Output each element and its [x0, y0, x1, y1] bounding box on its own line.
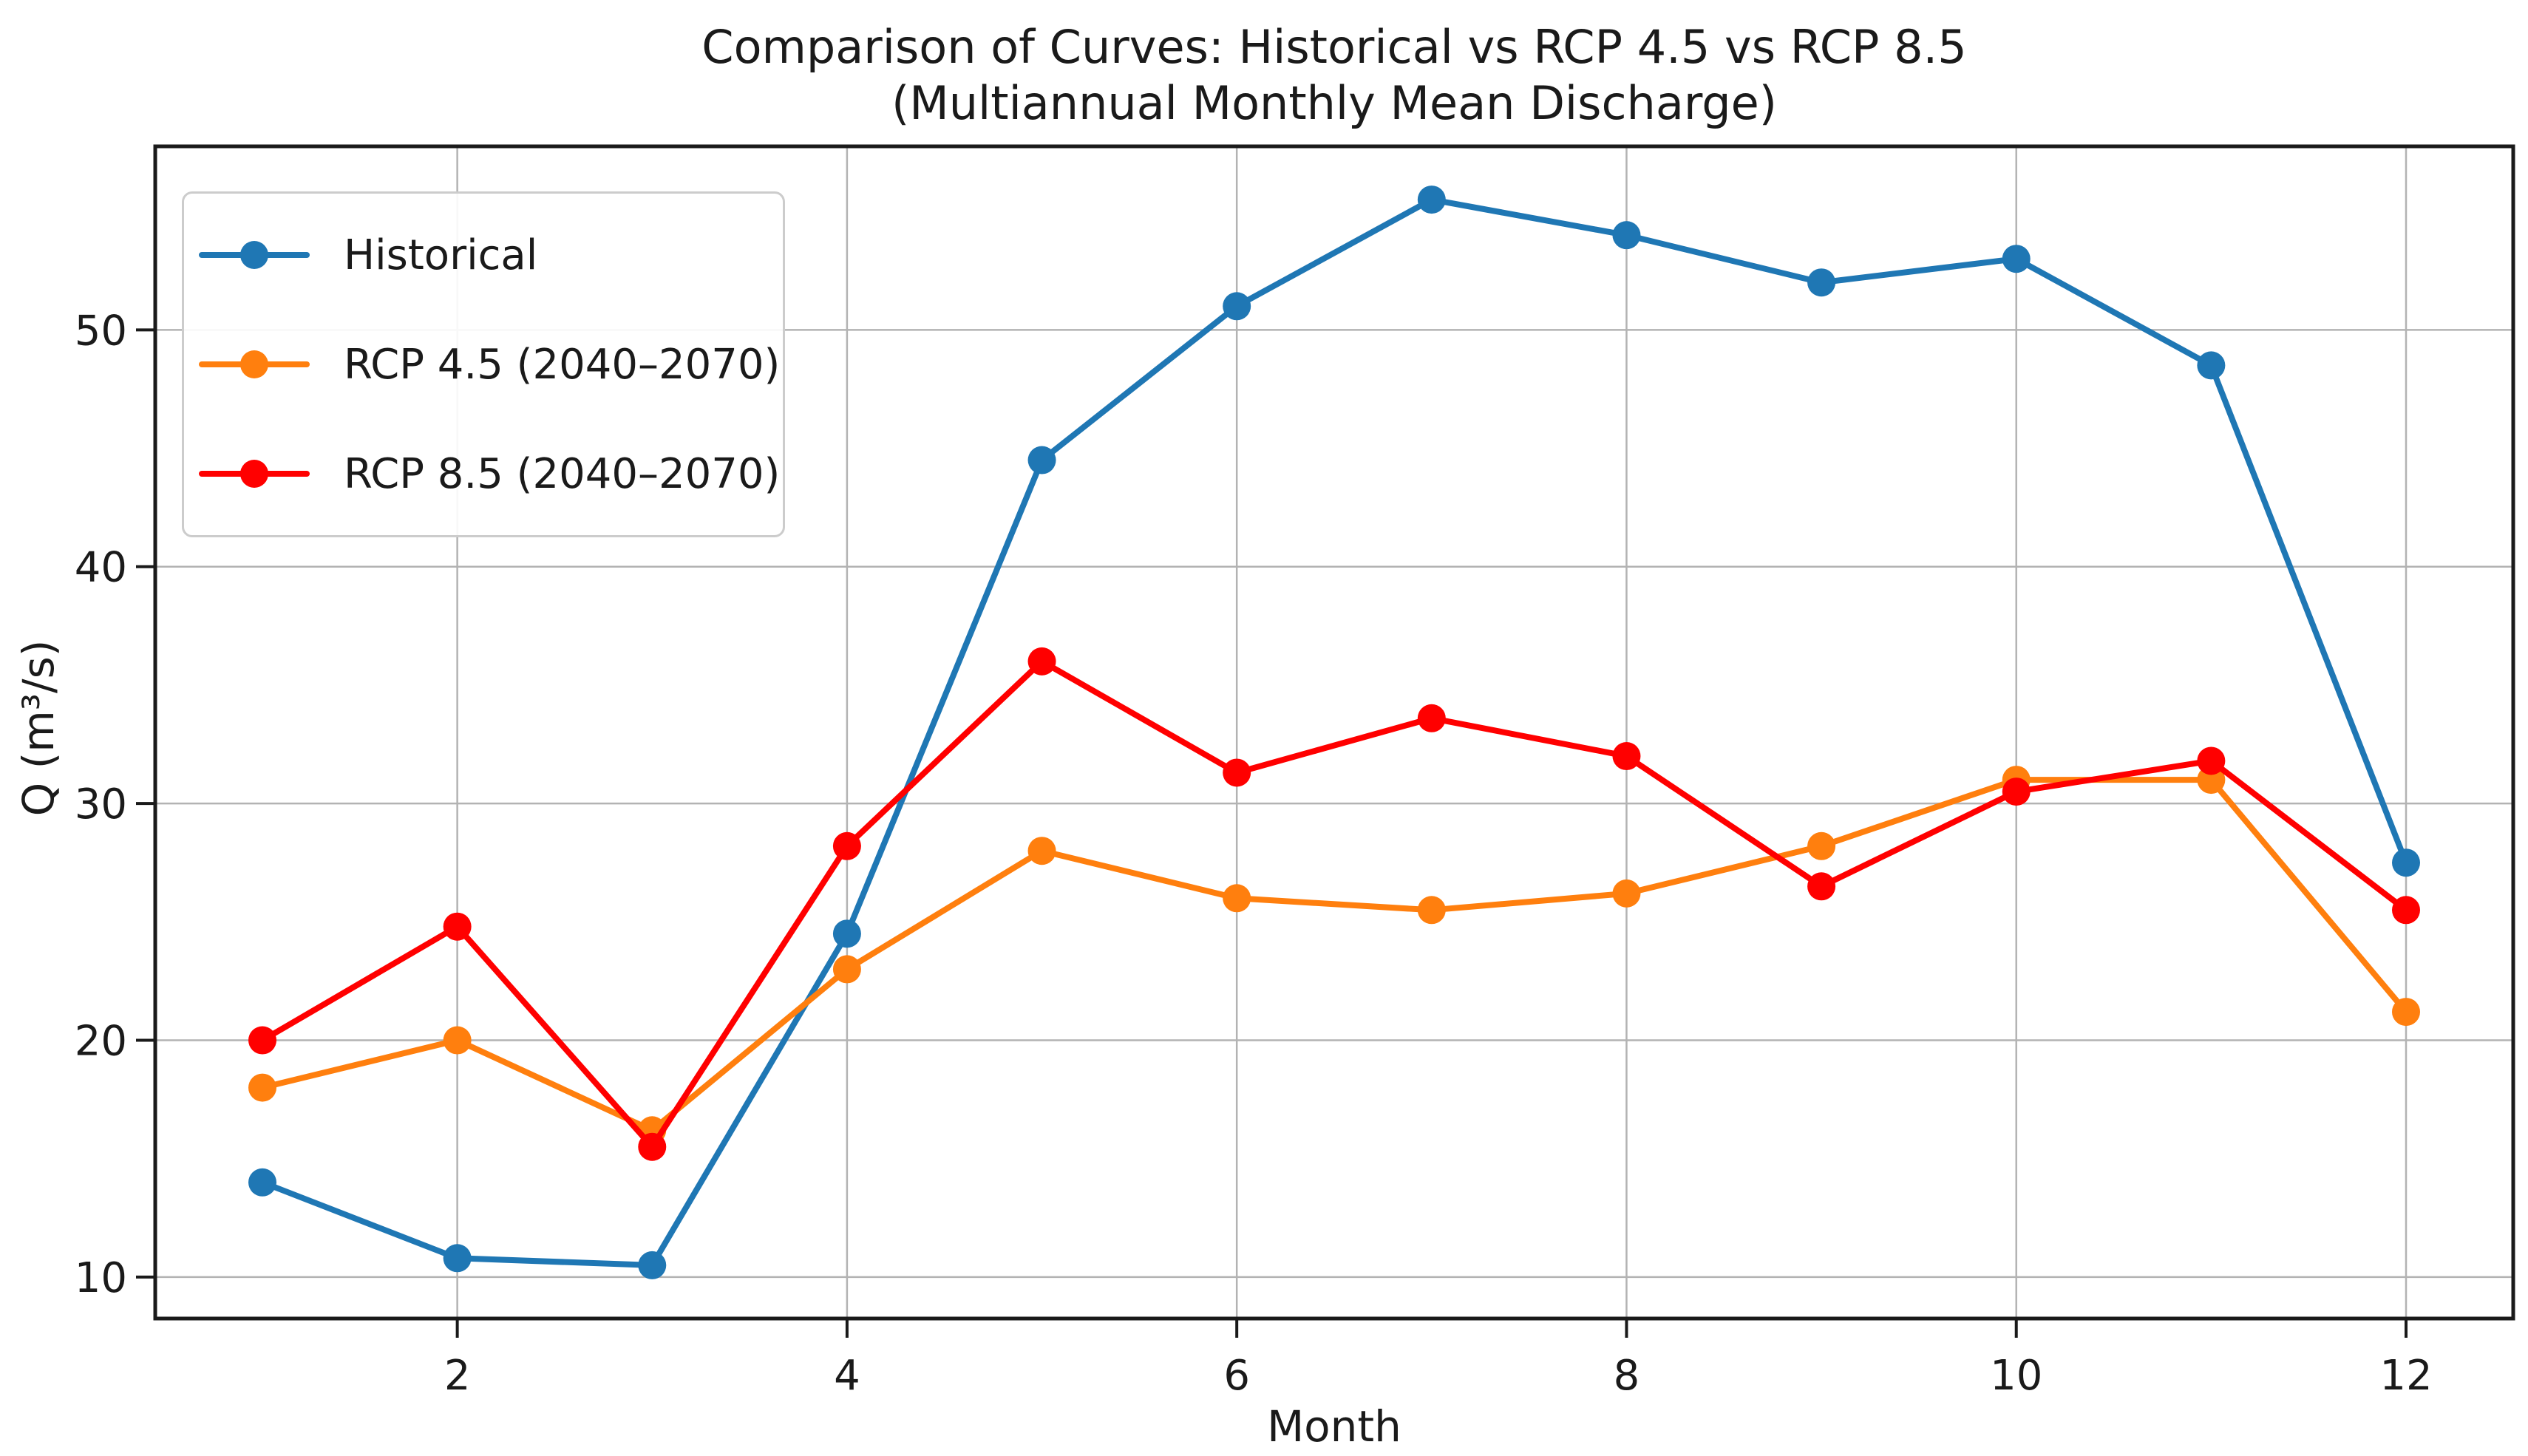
data-point [443, 1026, 472, 1055]
data-point [248, 1073, 276, 1102]
data-point [2392, 848, 2420, 877]
legend-line-marker-icon [199, 350, 310, 378]
data-point [2197, 351, 2226, 380]
x-tick-label: 2 [444, 1352, 471, 1400]
data-point [1612, 879, 1641, 908]
legend-item: RCP 8.5 (2040–2070) [199, 419, 780, 528]
legend-marker [240, 241, 268, 269]
data-point [1807, 268, 1836, 297]
data-point [1027, 837, 1056, 865]
data-point [1223, 292, 1251, 321]
series-line [259, 197, 2409, 1268]
chart-title-line1: Comparison of Curves: Historical vs RCP … [701, 20, 1967, 74]
data-point [832, 831, 861, 860]
data-point [832, 919, 861, 948]
y-axis-title: Q (m³/s) [13, 639, 64, 817]
x-tick-label: 12 [2379, 1352, 2432, 1400]
legend-marker [240, 350, 268, 378]
data-point [832, 955, 861, 984]
data-point [1612, 221, 1641, 250]
data-point [1807, 831, 1836, 860]
data-point [443, 1244, 472, 1273]
x-axis-title: Month [1267, 1401, 1401, 1452]
legend-line-marker-icon [199, 241, 310, 269]
legend-item: Historical [199, 200, 768, 310]
legend-item: RCP 4.5 (2040–2070) [199, 310, 780, 419]
series-rcp-8.5-2040-2070- [248, 647, 2420, 1161]
data-point [1027, 446, 1056, 474]
y-tick-label: 50 [75, 307, 127, 355]
y-tick-label: 40 [75, 544, 127, 592]
data-point [2002, 778, 2031, 806]
legend: Historical RCP 4.5 (2040–2070) RCP 8.5 (20… [182, 191, 785, 537]
x-tick-label: 4 [834, 1352, 860, 1400]
y-tick-label: 30 [75, 780, 127, 829]
data-point [1223, 758, 1251, 787]
plot-border [153, 144, 2515, 1321]
chart-title: Comparison of Curves: Historical vs RCP … [155, 19, 2513, 131]
data-point [1223, 884, 1251, 913]
y-tick-label: 20 [75, 1018, 127, 1066]
x-tick-label: 10 [1990, 1352, 2042, 1400]
legend-label: RCP 8.5 (2040–2070) [344, 449, 781, 498]
data-point [443, 912, 472, 941]
data-point [2392, 896, 2420, 925]
data-point [2002, 245, 2031, 273]
x-tick-label: 6 [1223, 1352, 1250, 1400]
series-line [259, 777, 2409, 1134]
data-point [638, 1251, 667, 1279]
data-point [1417, 704, 1446, 732]
series-historical [248, 186, 2420, 1279]
data-point [1417, 896, 1446, 925]
legend-line-marker-icon [199, 460, 310, 488]
data-point [1807, 872, 1836, 901]
data-point [1417, 186, 1446, 214]
data-point [638, 1132, 667, 1161]
series-line [259, 658, 2409, 1150]
y-tick-label: 10 [75, 1254, 127, 1302]
chart-title-line2: (Multiannual Monthly Mean Discharge) [891, 75, 1777, 130]
data-point [1027, 647, 1056, 676]
x-tick-label: 8 [1614, 1352, 1640, 1400]
data-point [1612, 742, 1641, 771]
data-point [2197, 746, 2226, 775]
data-point [248, 1168, 276, 1197]
legend-label: Historical [344, 231, 538, 279]
data-point [2392, 998, 2420, 1027]
data-point [248, 1026, 276, 1055]
series-rcp-4.5-2040-2070- [248, 766, 2420, 1145]
legend-marker [240, 460, 268, 488]
legend-label: RCP 4.5 (2040–2070) [344, 340, 781, 389]
